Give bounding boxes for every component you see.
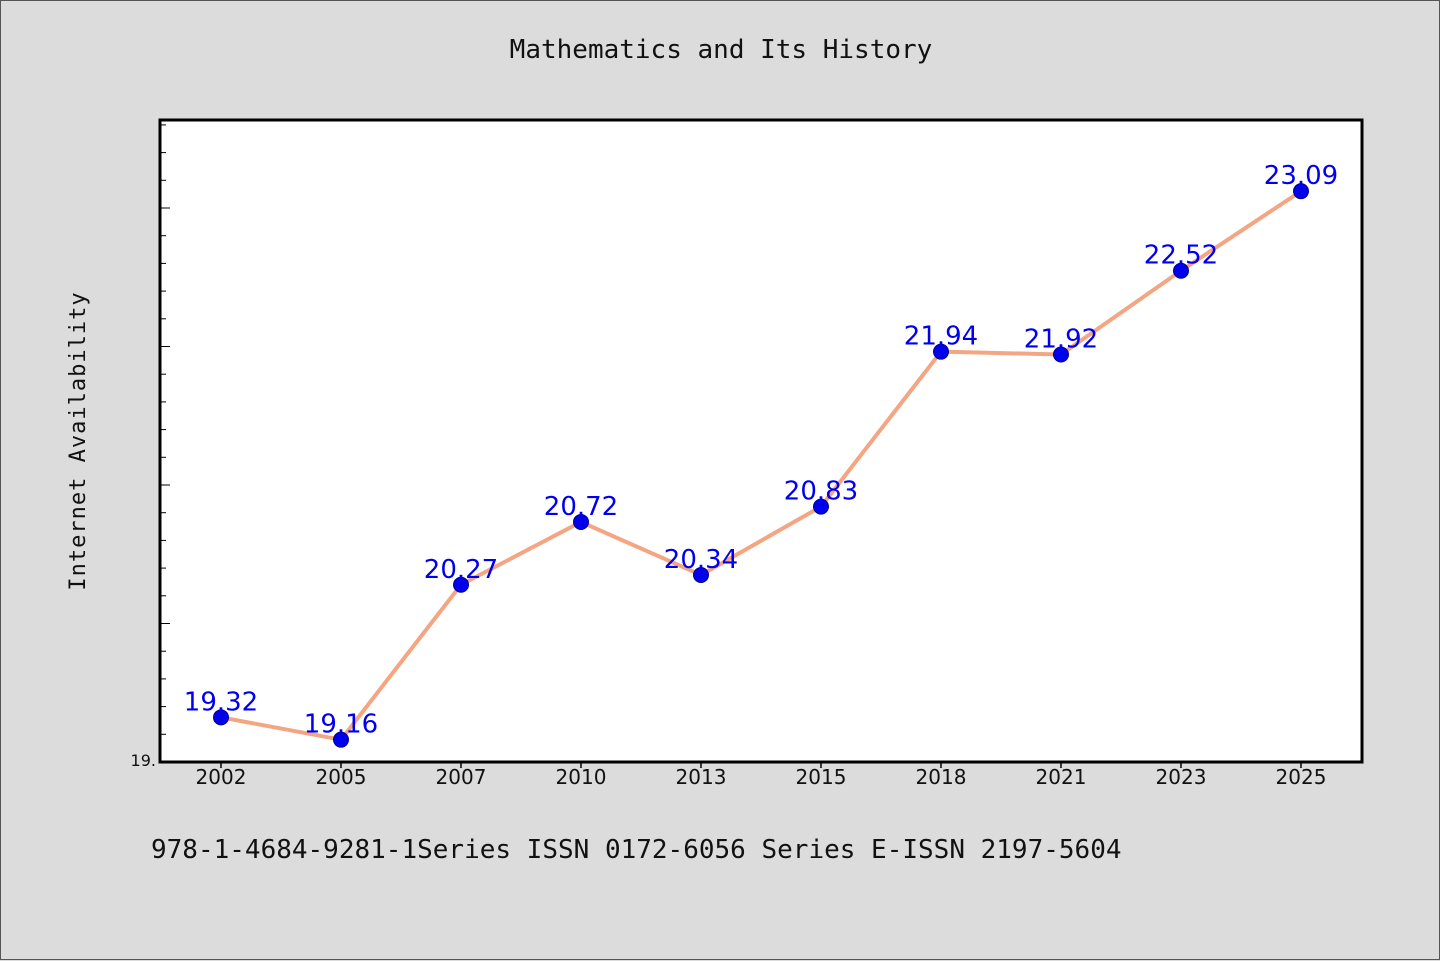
data-label: 21.94 [904,322,978,352]
data-point [1293,183,1309,200]
data-point [213,709,229,726]
x-tick-label: 2002 [196,765,247,789]
y-axis-ticks: 19. [131,124,170,770]
series-line [220,189,1303,742]
data-label: 20.83 [784,477,858,507]
x-tick-label: 2018 [916,765,967,789]
series-group [213,183,1309,748]
x-tick-label: 2021 [1036,765,1087,789]
x-axis: 2002 2005 2007 2010 2013 2015 2018 2021 2023 2025 [196,762,1327,789]
data-label: 20.34 [664,545,738,575]
x-tick-label: 2010 [556,765,607,789]
data-label: 19.16 [304,710,378,740]
data-label: 23.09 [1264,161,1338,191]
data-labels: 19.32 19.16 20.27 20.72 20.34 20.83 21.94 21.92… [184,161,1338,739]
data-point [1173,262,1189,279]
x-tick-label: 2025 [1276,765,1327,789]
x-tick-label: 2005 [316,765,367,789]
footer-isbn-issn: 978-1-4684-9281-1Series ISSN 0172-6056 S… [151,835,1122,865]
data-point [453,576,469,593]
x-tick-label: 2015 [796,765,847,789]
y-axis-label: Internet Availability [66,291,91,590]
data-label: 20.72 [544,492,618,522]
data-point [693,566,709,583]
data-point [573,513,589,530]
y-tick-label: 19. [131,751,156,770]
chart-title: Mathematics and Its History [509,35,933,65]
x-tick-label: 2013 [676,765,727,789]
data-point [813,498,829,515]
plot-area [158,118,1364,764]
data-point [333,731,349,748]
data-label: 19.32 [184,687,258,717]
data-label: 20.27 [424,555,498,585]
x-tick-label: 2023 [1156,765,1207,789]
x-tick-label: 2007 [436,765,487,789]
data-point [1053,346,1069,363]
data-label: 21.92 [1024,324,1098,354]
data-point [933,343,949,360]
data-label: 22.52 [1144,241,1218,271]
